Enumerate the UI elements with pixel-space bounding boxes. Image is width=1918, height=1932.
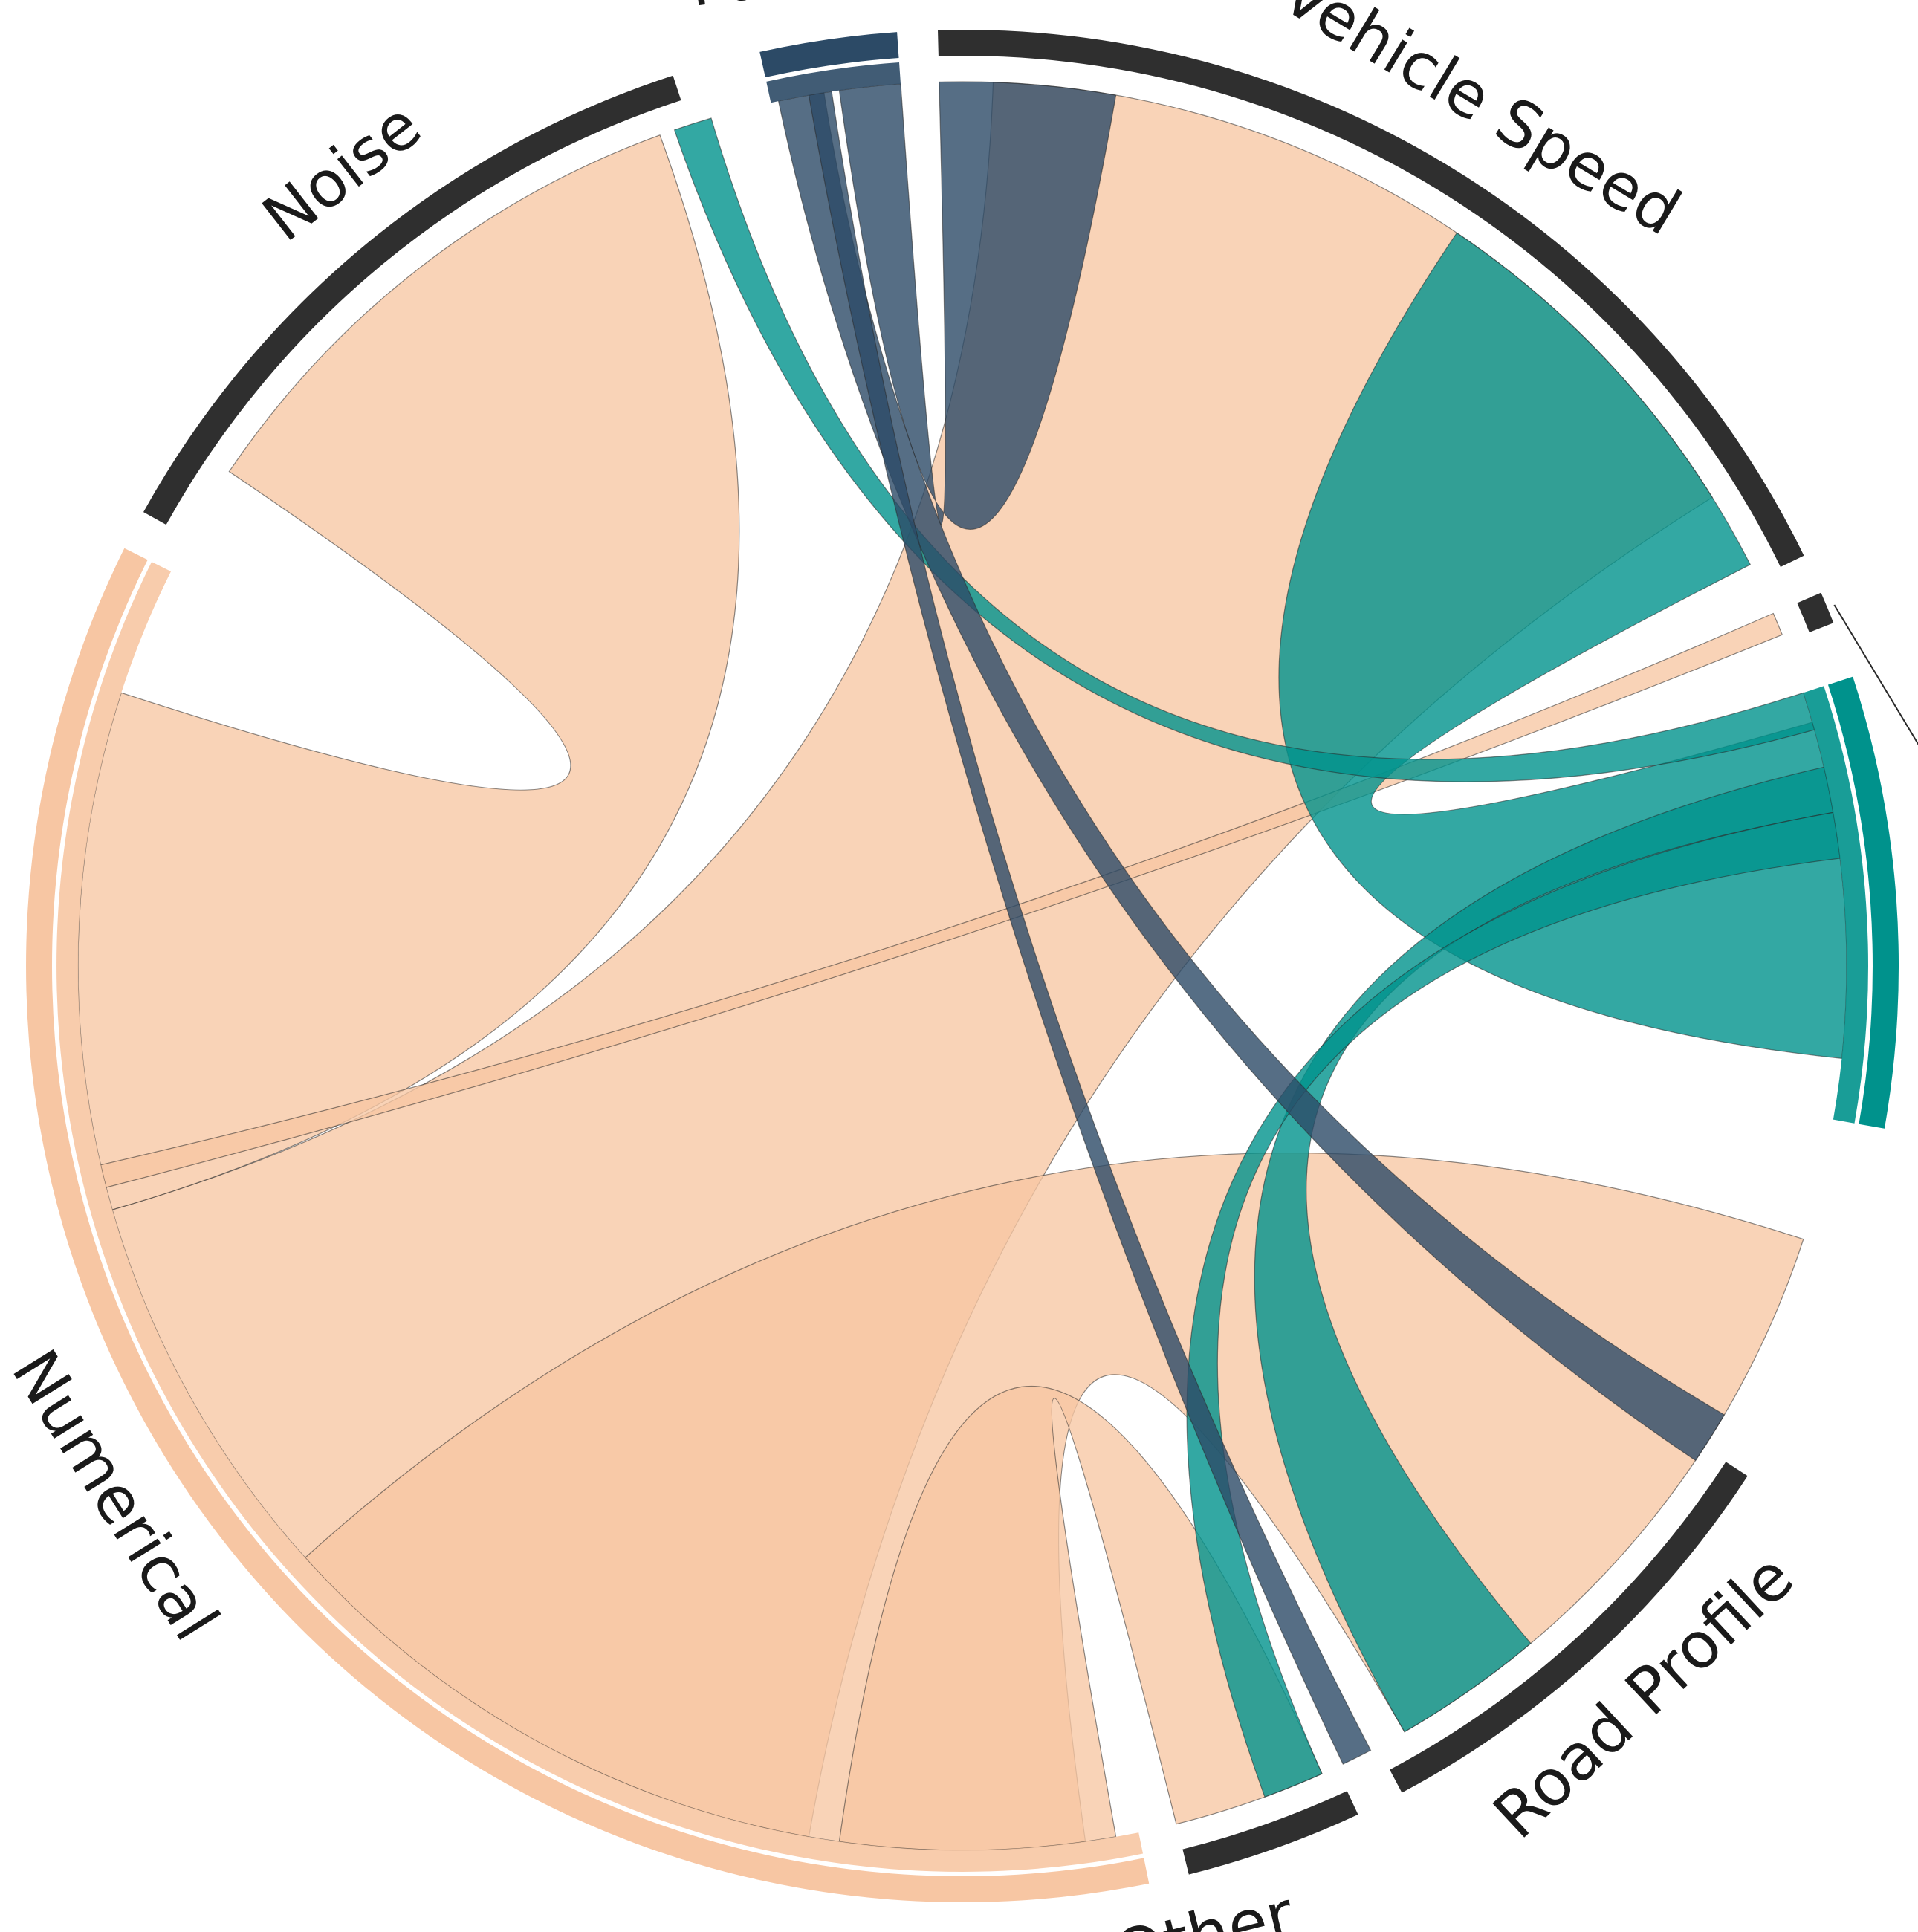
segment-ring-other bbox=[1182, 1791, 1358, 1875]
segment-ring-vehicle-speed bbox=[938, 29, 1804, 568]
segment-ring-scale bbox=[1828, 676, 1899, 1129]
ribbon-full-scale-to-vehicle-speed bbox=[838, 81, 1117, 531]
ribbon-numerical-to-temperature bbox=[100, 612, 1783, 1188]
temperature-leader-line bbox=[1833, 604, 1918, 745]
ribbon-full-scale-to-other bbox=[808, 91, 1372, 1765]
segment-inner-band-scale bbox=[1803, 686, 1869, 1124]
ribbon-scale-to-noise bbox=[673, 117, 1815, 782]
ribbon-scale-to-other bbox=[1186, 811, 1841, 1798]
chord-ribbons bbox=[77, 81, 1847, 1851]
ribbon-full-scale-to-road-profile bbox=[777, 92, 1726, 1462]
segment-inner-band-full-scale bbox=[766, 62, 901, 103]
ribbon-numerical-to-noise bbox=[77, 134, 740, 1210]
segment-label-full-scale: Full Scale bbox=[685, 0, 994, 22]
segment-ring-full-scale bbox=[759, 32, 899, 77]
segment-ring-road-profile bbox=[1390, 1462, 1748, 1793]
segment-rings bbox=[26, 29, 1899, 1902]
segment-ring-temperature bbox=[1797, 592, 1834, 632]
